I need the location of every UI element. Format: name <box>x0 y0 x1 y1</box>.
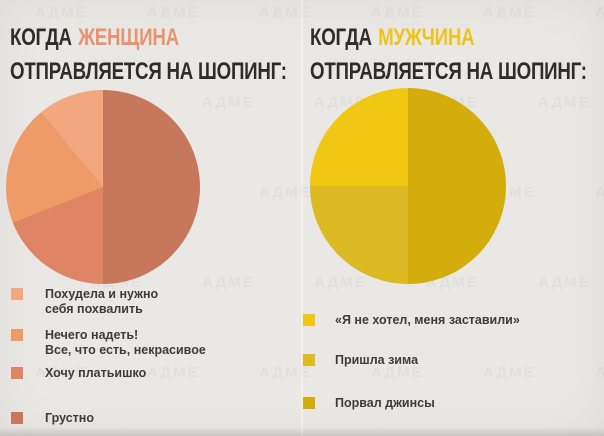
legend-swatch-dark-gold <box>303 397 315 409</box>
legend-swatch-lightest-salmon <box>11 288 23 300</box>
legend-item-nothing-to-wear: Нечего надеть! Все, что есть, некрасивое <box>0 328 206 358</box>
women-title-subject: ЖЕНЩИНА <box>78 24 179 51</box>
men-title-subject: МУЖЧИНА <box>378 24 475 51</box>
men-title-line1: КОГДА МУЖЧИНА <box>310 21 587 55</box>
women-title-line1: КОГДА ЖЕНЩИНА <box>10 21 287 55</box>
men-pie-chart <box>310 88 506 284</box>
watermark-text: АДМЕ <box>35 4 88 21</box>
bottom-edge-shading <box>0 427 604 436</box>
watermark-text: АДМЕ <box>259 4 312 21</box>
women-title-line2: ОТПРАВЛЯЕТСЯ НА ШОПИНГ: <box>10 58 287 85</box>
watermark-text: АДМЕ <box>595 184 604 201</box>
legend-label: «Я не хотел, меня заставили» <box>335 313 520 327</box>
legend-swatch-terracotta <box>11 412 23 424</box>
legend-item-slimmed-down: Похудела и нужно себя похвалить <box>0 287 158 317</box>
watermark-text: АДМЕ <box>202 274 255 291</box>
watermark-text: АДМЕ <box>314 274 367 291</box>
legend-label: Похудела и нужно себя похвалить <box>45 287 159 316</box>
watermark-text: АДМЕ <box>595 364 604 381</box>
watermark-text: АДМЕ <box>483 4 536 21</box>
watermark-text: АДМЕ <box>147 4 200 21</box>
column-divider <box>301 0 303 436</box>
watermark-text: АДМЕ <box>538 274 591 291</box>
legend-swatch-muted-yellow <box>303 354 315 366</box>
women-title-when: КОГДА <box>10 24 72 51</box>
women-title: КОГДА ЖЕНЩИНА ОТПРАВЛЯЕТСЯ НА ШОПИНГ: <box>10 21 287 89</box>
watermark-text: АДМЕ <box>483 364 536 381</box>
men-title-when: КОГДА <box>310 24 372 51</box>
watermark-text: АДМЕ <box>202 94 255 111</box>
legend-swatch-bright-yellow <box>303 314 315 326</box>
legend-swatch-dark-salmon <box>11 367 23 379</box>
legend-item-torn-jeans: Порвал джинсы <box>0 396 435 411</box>
legend-label: Порвал джинсы <box>335 396 435 410</box>
legend-item-was-forced: «Я не хотел, меня заставили» <box>0 313 520 328</box>
legend-item-sad: Грустно <box>0 411 94 426</box>
legend-label: Хочу платьишко <box>45 366 147 380</box>
legend-label: Пришла зима <box>335 353 419 367</box>
legend-label: Нечего надеть! Все, что есть, некрасивое <box>45 328 206 357</box>
watermark-text: АДМЕ <box>259 184 312 201</box>
legend-item-winter-came: Пришла зима <box>0 353 418 368</box>
women-pie-chart <box>6 90 200 284</box>
legend-item-want-a-dress: Хочу платьишко <box>0 366 146 381</box>
men-title-line2: ОТПРАВЛЯЕТСЯ НА ШОПИНГ: <box>310 58 587 85</box>
legend-label: Грустно <box>45 411 94 425</box>
watermark-text: АДМЕ <box>538 94 591 111</box>
legend-swatch-orange-salmon <box>11 329 23 341</box>
men-title: КОГДА МУЖЧИНА ОТПРАВЛЯЕТСЯ НА ШОПИНГ: <box>310 21 587 89</box>
watermark-text: АДМЕ <box>595 4 604 21</box>
watermark-text: АДМЕ <box>371 4 424 21</box>
